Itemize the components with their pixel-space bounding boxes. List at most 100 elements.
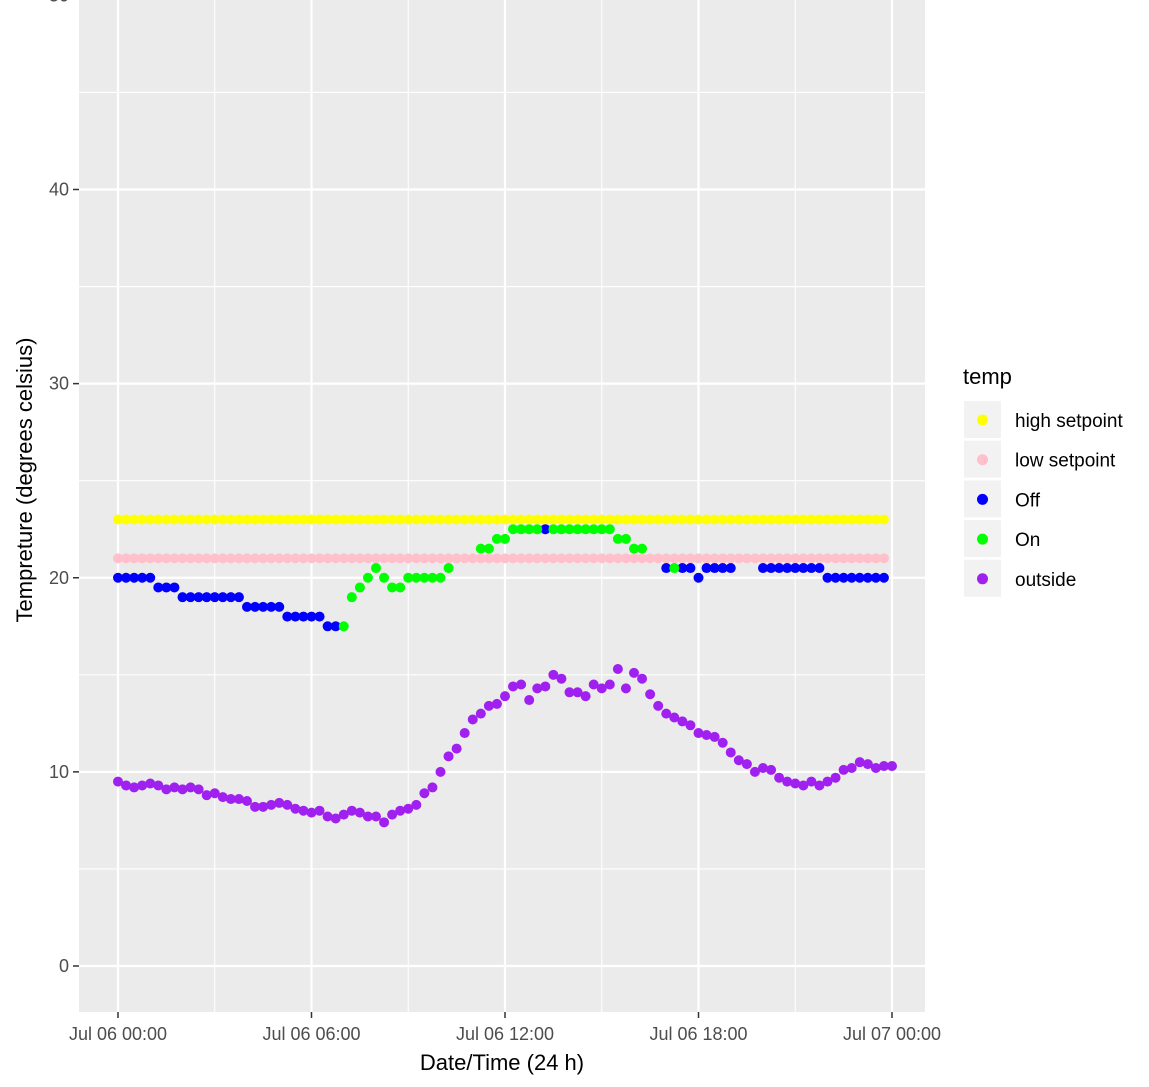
- legend-key-dot: [977, 493, 988, 505]
- data-point: [814, 563, 825, 574]
- data-point: [870, 572, 881, 583]
- data-point: [798, 553, 809, 564]
- data-point: [242, 553, 252, 564]
- series-layer: [113, 514, 897, 828]
- data-point: [298, 611, 309, 622]
- data-point: [330, 813, 341, 824]
- data-point: [572, 553, 583, 564]
- legend-entries: high setpoint low setpoint Off On outside: [964, 401, 1123, 597]
- data-point: [451, 743, 462, 754]
- series-high-setpoint: [113, 514, 889, 525]
- data-point: [629, 514, 639, 525]
- data-point: [766, 764, 777, 775]
- data-point: [459, 728, 470, 739]
- data-point: [725, 747, 736, 758]
- data-point: [645, 514, 656, 525]
- data-point: [500, 533, 510, 544]
- data-point: [346, 805, 357, 816]
- series-low-setpoint: [113, 553, 889, 564]
- data-point: [766, 563, 777, 574]
- data-point: [217, 553, 228, 564]
- y-tick-label: 40: [49, 180, 69, 200]
- legend-label: On: [1015, 530, 1040, 551]
- data-point: [379, 572, 390, 583]
- x-tick-label: Jul 06 12:00: [456, 1024, 554, 1044]
- data-point: [878, 553, 889, 564]
- data-point: [870, 553, 881, 564]
- x-tick-label: Jul 06 18:00: [649, 1024, 747, 1044]
- data-point: [669, 563, 680, 574]
- data-point: [588, 514, 599, 525]
- data-point: [620, 683, 631, 694]
- data-point: [637, 514, 648, 525]
- data-point: [233, 553, 244, 564]
- data-point: [459, 553, 470, 564]
- data-point: [854, 572, 865, 583]
- legend-label: Off: [1015, 490, 1041, 511]
- data-point: [548, 669, 559, 680]
- data-point: [483, 700, 494, 711]
- series-outside: [113, 663, 897, 828]
- data-point: [790, 563, 801, 574]
- data-point: [362, 811, 373, 822]
- x-tick-label: Jul 06 06:00: [262, 1024, 360, 1044]
- data-point: [878, 761, 889, 772]
- data-point: [233, 592, 244, 603]
- data-point: [862, 514, 873, 525]
- data-point: [306, 807, 317, 818]
- data-point: [846, 514, 857, 525]
- data-point: [524, 524, 535, 535]
- data-point: [137, 553, 148, 564]
- data-point: [322, 621, 333, 632]
- data-point: [733, 553, 744, 564]
- data-point: [145, 553, 156, 564]
- data-point: [532, 683, 543, 694]
- data-point: [806, 563, 817, 574]
- data-point: [524, 514, 535, 525]
- data-point: [419, 514, 430, 525]
- data-point: [266, 601, 277, 612]
- data-point: [411, 553, 422, 564]
- legend-key-dot: [977, 533, 988, 545]
- data-point: [862, 572, 873, 583]
- data-point: [774, 563, 785, 574]
- data-point: [741, 514, 752, 525]
- data-point: [129, 514, 140, 525]
- data-point: [371, 553, 381, 564]
- legend-label: outside: [1015, 570, 1076, 591]
- data-point: [443, 563, 454, 574]
- data-point: [475, 553, 486, 564]
- data-point: [556, 553, 567, 564]
- data-point: [161, 514, 172, 525]
- data-point: [685, 563, 696, 574]
- data-point: [387, 553, 398, 564]
- data-point: [604, 524, 615, 535]
- data-point: [733, 514, 744, 525]
- data-point: [661, 708, 672, 719]
- data-point: [419, 572, 430, 583]
- data-point: [121, 780, 132, 791]
- data-point: [564, 687, 575, 698]
- data-point: [854, 514, 865, 525]
- data-point: [701, 553, 712, 564]
- data-point: [790, 778, 801, 789]
- data-point: [604, 553, 615, 564]
- data-point: [427, 782, 438, 793]
- data-point: [121, 553, 132, 564]
- data-point: [588, 679, 599, 690]
- data-point: [580, 514, 591, 525]
- data-point: [653, 700, 664, 711]
- data-point: [201, 514, 212, 525]
- data-point: [314, 805, 325, 816]
- data-point: [491, 514, 502, 525]
- data-point: [330, 553, 341, 564]
- data-point: [725, 563, 736, 574]
- data-point: [330, 621, 341, 632]
- data-point: [225, 592, 236, 603]
- data-point: [169, 582, 180, 593]
- data-point: [362, 514, 373, 525]
- legend-key-dot: [977, 414, 988, 426]
- data-point: [669, 514, 680, 525]
- data-point: [161, 784, 172, 795]
- data-point: [129, 782, 140, 793]
